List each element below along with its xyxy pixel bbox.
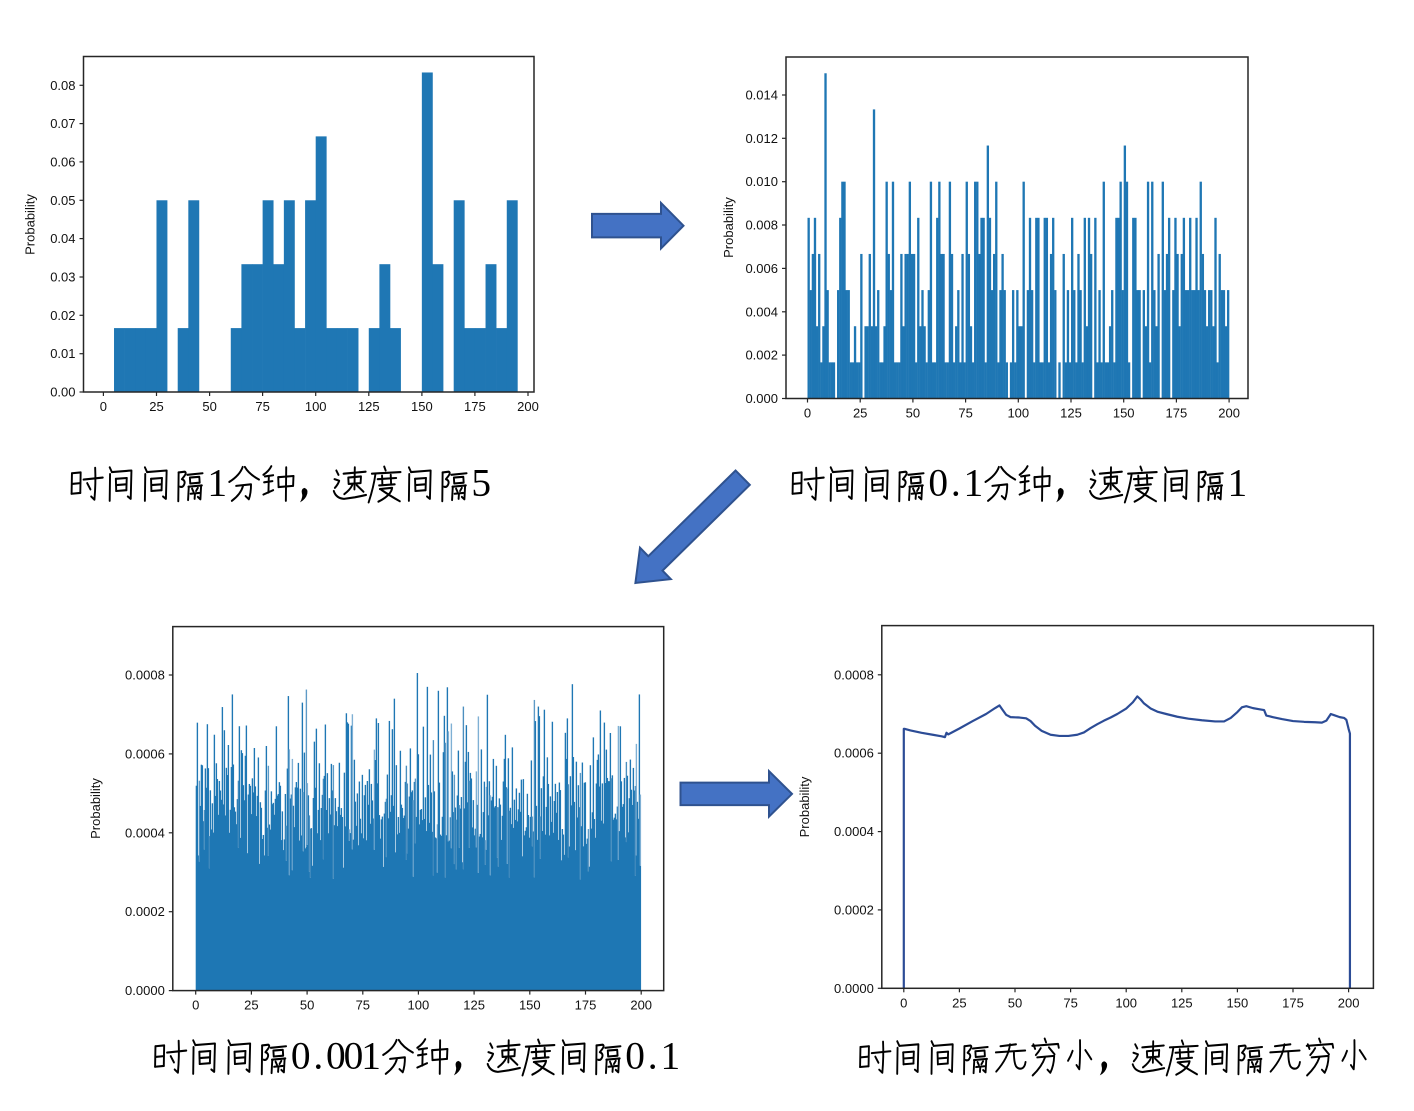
svg-text:0: 0 (804, 406, 811, 421)
svg-text:0: 0 (344, 1033, 364, 1077)
svg-text:Probability: Probability (88, 778, 103, 839)
svg-text:0.008: 0.008 (745, 218, 778, 233)
svg-text:100: 100 (1007, 406, 1029, 421)
svg-text:175: 175 (464, 399, 486, 414)
svg-text:0.002: 0.002 (745, 348, 778, 363)
svg-text:125: 125 (463, 998, 485, 1013)
svg-text:200: 200 (1218, 406, 1240, 421)
svg-text:0.00: 0.00 (50, 385, 75, 400)
svg-text:1: 1 (207, 460, 227, 504)
svg-text:Probability: Probability (23, 194, 38, 255)
svg-text:50: 50 (300, 998, 314, 1013)
svg-text:0: 0 (900, 995, 907, 1010)
svg-text:0.010: 0.010 (745, 174, 778, 189)
svg-text:0.012: 0.012 (745, 131, 778, 146)
svg-text:100: 100 (305, 399, 327, 414)
svg-text:25: 25 (149, 399, 163, 414)
svg-text:0: 0 (291, 1033, 311, 1077)
svg-text:0.0000: 0.0000 (834, 981, 874, 996)
svg-text:0.03: 0.03 (50, 270, 75, 285)
svg-text:0.0008: 0.0008 (834, 667, 874, 682)
svg-text:0.01: 0.01 (50, 346, 75, 361)
svg-text:1: 1 (964, 460, 984, 504)
svg-text:0.0006: 0.0006 (125, 746, 165, 761)
svg-text:1: 1 (1228, 460, 1248, 504)
svg-text:0.0006: 0.0006 (834, 746, 874, 761)
svg-text:200: 200 (1338, 995, 1360, 1010)
svg-text:0.006: 0.006 (745, 261, 778, 276)
svg-text:0.05: 0.05 (50, 193, 75, 208)
svg-text:0: 0 (928, 460, 948, 504)
svg-text:100: 100 (408, 998, 430, 1013)
svg-text:.: . (951, 460, 961, 504)
svg-text:125: 125 (1060, 406, 1082, 421)
svg-text:175: 175 (1166, 406, 1188, 421)
svg-text:50: 50 (906, 406, 920, 421)
svg-text:100: 100 (1115, 995, 1137, 1010)
svg-text:0.0004: 0.0004 (834, 824, 874, 839)
svg-text:75: 75 (255, 399, 269, 414)
svg-text:Probability: Probability (797, 776, 812, 837)
svg-text:0: 0 (625, 1033, 645, 1077)
svg-text:150: 150 (1113, 406, 1135, 421)
svg-text:0.08: 0.08 (50, 78, 75, 93)
svg-text:75: 75 (356, 998, 370, 1013)
svg-text:0.014: 0.014 (745, 88, 778, 103)
svg-text:75: 75 (958, 406, 972, 421)
svg-text:.: . (313, 1033, 323, 1077)
svg-text:0.0004: 0.0004 (125, 825, 165, 840)
svg-text:150: 150 (1227, 995, 1249, 1010)
svg-text:0.02: 0.02 (50, 308, 75, 323)
svg-text:150: 150 (519, 998, 541, 1013)
svg-text:25: 25 (952, 995, 966, 1010)
svg-text:50: 50 (1008, 995, 1022, 1010)
svg-text:75: 75 (1063, 995, 1077, 1010)
svg-text:125: 125 (1171, 995, 1193, 1010)
svg-text:0.004: 0.004 (745, 304, 778, 319)
svg-text:5: 5 (471, 460, 491, 504)
svg-text:125: 125 (358, 399, 380, 414)
svg-text:0.0002: 0.0002 (834, 902, 874, 917)
svg-text:0: 0 (326, 1033, 346, 1077)
svg-text:1: 1 (660, 1033, 680, 1077)
svg-text:150: 150 (411, 399, 433, 414)
svg-text:0.04: 0.04 (50, 231, 75, 246)
svg-text:50: 50 (202, 399, 216, 414)
svg-text:0.0002: 0.0002 (125, 904, 165, 919)
svg-text:0: 0 (100, 399, 107, 414)
svg-text:25: 25 (244, 998, 258, 1013)
svg-text:25: 25 (853, 406, 867, 421)
svg-text:.: . (648, 1033, 658, 1077)
svg-text:0.0000: 0.0000 (125, 983, 165, 998)
svg-text:Probability: Probability (721, 197, 736, 258)
svg-text:175: 175 (1282, 995, 1304, 1010)
svg-text:0.0008: 0.0008 (125, 668, 165, 683)
svg-text:200: 200 (517, 399, 539, 414)
svg-text:0.000: 0.000 (745, 391, 778, 406)
svg-text:1: 1 (361, 1033, 381, 1077)
svg-text:175: 175 (575, 998, 597, 1013)
svg-text:0: 0 (192, 998, 199, 1013)
svg-text:0.06: 0.06 (50, 154, 75, 169)
svg-text:0.07: 0.07 (50, 116, 75, 131)
svg-text:200: 200 (630, 998, 652, 1013)
